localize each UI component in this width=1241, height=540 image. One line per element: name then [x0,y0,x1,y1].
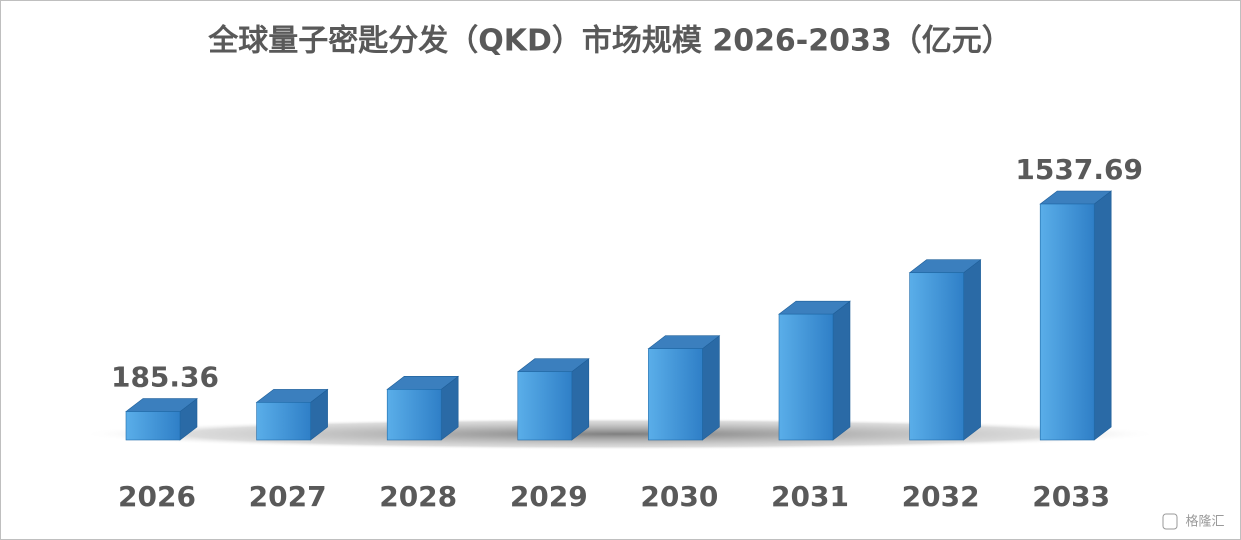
bar-front [909,272,964,441]
x-tick-label: 2032 [902,480,980,513]
watermark: 格隆汇 [1185,514,1224,530]
bar-face [1093,190,1112,441]
watermark-logo [1162,513,1178,530]
bar [125,397,198,441]
bar-front [386,389,442,441]
bar [647,335,721,441]
x-tick-label: 2028 [379,480,457,513]
bar-front [648,348,703,441]
x-tick-label: 2026 [118,480,196,513]
bar [778,300,851,441]
bar-front [1039,203,1095,441]
bar-front [256,402,311,441]
floor-shadow [80,418,1160,450]
bar-front [517,371,573,441]
value-label: 1537.69 [1015,153,1143,186]
bar [386,375,460,441]
bar [516,358,590,441]
bar-face [832,300,851,441]
bar-front [125,411,181,441]
value-label: 185.36 [111,361,219,394]
bar [1039,190,1113,441]
bar-front [778,313,834,441]
x-tick-label: 2031 [771,480,849,513]
chart-title: 全球量子密匙分发（QKD）市场规模 2026-2033（亿元） [207,24,1012,59]
x-tick-label: 2030 [640,480,718,513]
bar-face [963,259,981,441]
x-tick-label: 2029 [510,480,588,513]
bar-face [571,358,590,441]
bar-face [702,335,720,441]
bar [908,259,982,441]
x-tick-label: 2033 [1032,480,1110,513]
bar [255,388,329,441]
x-tick-label: 2027 [249,480,327,513]
